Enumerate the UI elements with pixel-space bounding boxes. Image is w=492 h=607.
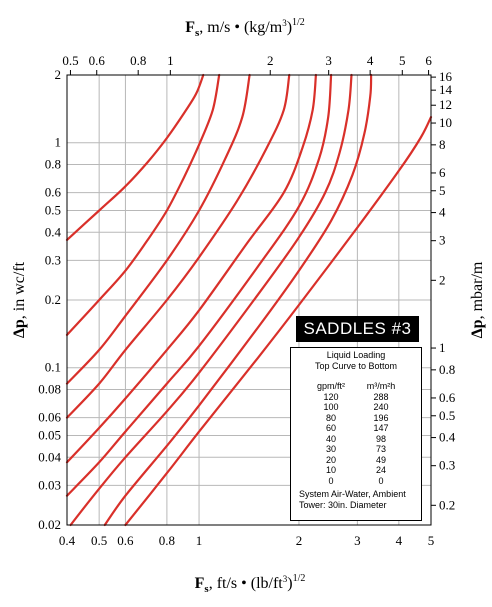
series-line-0 [124,116,433,527]
legend-gpm-value: 10 [325,465,336,475]
legend-gpm-value: 80 [325,412,336,423]
y2-tick-label: 4 [439,205,446,220]
legend-m3-value: 196 [373,412,389,423]
x2-tick-label: 6 [425,53,432,68]
x-tick-label: 2 [296,533,303,548]
y2-tick-label: 8 [439,137,446,152]
x2-tick-label: 0.5 [62,53,78,68]
series-line-10 [103,73,373,527]
series-line-80 [65,73,251,385]
legend-m3-value: 147 [373,423,389,433]
legend-gpm-value: 20 [325,454,336,465]
y-tick-label: 0.04 [38,449,61,464]
y-tick-label: 0.03 [38,477,61,492]
legend-m3-value: 0 [378,475,384,486]
x-tick-label: 0.5 [91,533,107,548]
y-tick-label: 0.8 [45,157,61,172]
y-tick-label: 0.05 [38,427,61,442]
x2-tick-label: 0.6 [89,53,106,68]
y2-tick-label: 0.3 [439,458,455,473]
legend-footer-system: System Air-Water, Ambient [299,489,406,499]
legend-m3-value: 98 [375,433,386,444]
x-tick-label: 4 [396,533,403,548]
y2-tick-label: 0.6 [439,390,456,405]
legend-footer-tower: Tower: 30in. Diameter [299,499,387,510]
chart-title: SADDLES #3 [296,316,419,342]
legend-gpm-value: 100 [323,402,339,412]
x2-tick-label: 5 [399,53,406,68]
left-axis-title: Δp, in wc/ft [11,261,28,338]
x-tick-label: 0.6 [117,533,134,548]
legend-footer: System Air-Water, Ambient Tower: 30in. D… [291,489,421,510]
y2-tick-label: 0.5 [439,408,455,423]
series-line-120 [65,73,205,241]
x2-tick-label: 2 [267,53,274,68]
series-group [65,73,433,527]
legend-m3-value: 240 [373,402,389,412]
y2-tick-label: 1 [439,340,446,355]
legend-gpm-value: 120 [323,391,339,402]
y-tick-label: 2 [55,67,62,82]
legend-title-line1: Liquid Loading [326,350,386,360]
tick-labels: 0.4 0.5 0.6 0.8 1 2 3 4 50.020.030.040.050.060.0… [38,53,456,548]
y2-tick-label: 16 [439,69,453,84]
x2-tick-label: 4 [367,53,374,68]
y-tick-label: 0.08 [38,382,61,397]
top-axis-title: Fs, m/s • (kg/m3)1/2 [185,17,305,39]
series-line-40 [65,73,317,464]
series-line-100 [65,73,221,336]
y-tick-label: 0.06 [38,410,61,425]
legend-m3-value: 288 [373,391,389,402]
legend-columns: gpm/ft² 120 100 80 60 40 30 20 10 0 m³/m²h 288 24… [291,381,421,486]
y-tick-label: 0.4 [45,224,62,239]
legend-gpm-value: 30 [325,444,336,454]
y-tick-label: 0.02 [38,517,61,532]
x2-tick-label: 1 [167,53,174,68]
y-tick-label: 0.3 [45,252,61,267]
legend-col-gpm-header: gpm/ft² [316,381,345,391]
legend-gpm-value: 0 [328,475,334,486]
series-line-20 [69,73,353,527]
legend-m3-value: 24 [375,465,386,475]
x2-tick-label: 0.8 [130,53,146,68]
x-tick-label: 1 [196,533,203,548]
x2-tick-label: 3 [325,53,332,68]
y2-tick-label: 3 [439,233,446,248]
legend-table: Liquid Loading Top Curve to Bottom gpm/f… [290,347,422,521]
legend-gpm-value: 40 [325,433,336,444]
x-tick-label: 3 [354,533,361,548]
legend-m3-value: 73 [375,444,386,454]
y2-tick-label: 0.4 [439,430,456,445]
legend-gpm-value: 60 [325,423,336,433]
x-tick-label: 0.8 [159,533,175,548]
series-line-60 [65,73,291,419]
y2-tick-label: 14 [439,82,453,97]
plot-frame [66,74,432,526]
legend-m3-value: 49 [375,454,386,465]
legend-title-line2: Top Curve to Bottom [314,361,398,371]
legend-col-m3-header: m³/m²h [366,381,396,391]
x-tick-label: 5 [428,533,435,548]
legend-col-m3: m³/m²h 288 240 196 147 98 73 49 24 0 [356,381,406,486]
y2-tick-label: 0.8 [439,362,455,377]
y2-tick-label: 10 [439,115,452,130]
bottom-axis-title: Fs, ft/s • (lb/ft3)1/2 [195,573,306,595]
legend-title: Liquid Loading Top Curve to Bottom [291,350,421,372]
y2-tick-label: 6 [439,165,446,180]
y-tick-label: 1 [55,135,62,150]
y2-tick-label: 5 [439,183,446,198]
y2-tick-label: 12 [439,97,452,112]
x-tick-label: 0.4 [59,533,76,548]
right-axis-title: Δp, mbar/m [469,261,486,338]
y-tick-label: 0.6 [45,185,62,200]
y2-tick-label: 2 [439,272,446,287]
y-tick-label: 0.1 [45,360,61,375]
y-tick-label: 0.2 [45,292,61,307]
y2-tick-label: 0.2 [439,497,455,512]
legend-col-gpm: gpm/ft² 120 100 80 60 40 30 20 10 0 [306,381,356,486]
series-line-30 [65,73,333,497]
y-tick-label: 0.5 [45,202,61,217]
